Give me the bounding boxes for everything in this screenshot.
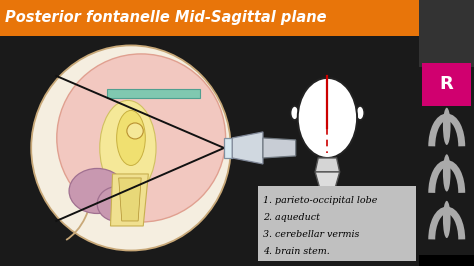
FancyBboxPatch shape [108,89,200,98]
Polygon shape [263,138,296,158]
Ellipse shape [97,186,138,222]
Circle shape [443,201,451,238]
Ellipse shape [100,101,156,196]
Text: 3. cerebellar vermis: 3. cerebellar vermis [263,230,359,239]
Ellipse shape [69,168,125,214]
FancyBboxPatch shape [419,0,474,66]
Polygon shape [232,132,263,164]
Polygon shape [110,174,148,226]
Ellipse shape [57,54,226,222]
Ellipse shape [298,78,357,158]
Polygon shape [118,178,141,221]
Circle shape [443,108,451,145]
FancyBboxPatch shape [422,63,471,106]
FancyBboxPatch shape [224,138,232,158]
Ellipse shape [31,45,231,251]
Text: 1. parieto-occipital lobe: 1. parieto-occipital lobe [263,197,377,205]
Ellipse shape [117,110,146,165]
Text: 4. brain stem.: 4. brain stem. [263,247,330,256]
Text: 2. aqueduct: 2. aqueduct [263,214,320,222]
Circle shape [127,123,143,139]
Polygon shape [315,158,340,172]
Circle shape [443,154,451,192]
FancyBboxPatch shape [419,255,474,266]
Text: R: R [440,75,454,93]
FancyBboxPatch shape [258,186,417,261]
FancyBboxPatch shape [0,0,419,36]
Polygon shape [315,172,340,190]
Ellipse shape [291,106,299,120]
Ellipse shape [356,106,364,120]
Text: Posterior fontanelle Mid-Sagittal plane: Posterior fontanelle Mid-Sagittal plane [5,10,327,26]
